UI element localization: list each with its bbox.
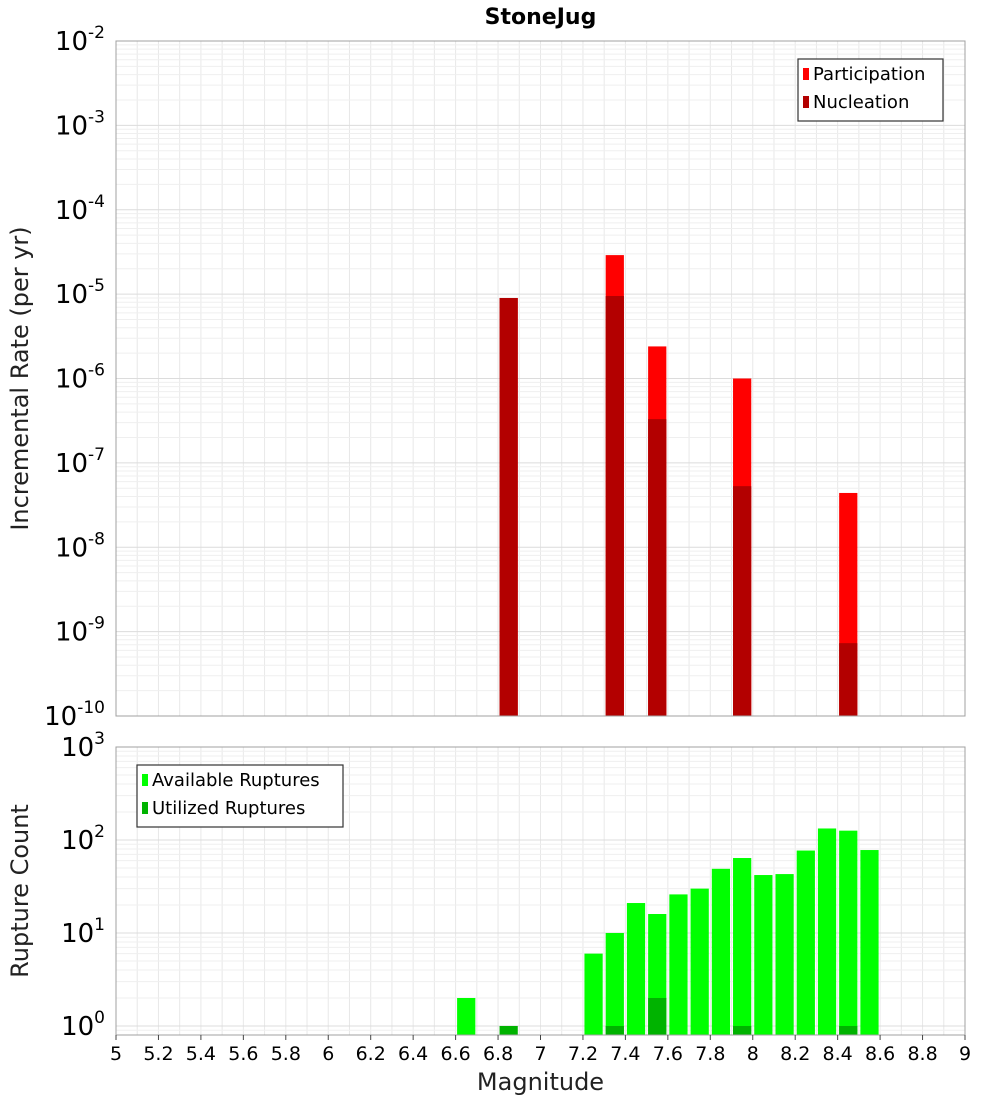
x-tick-label: 7.8 bbox=[695, 1043, 725, 1065]
y-tick-label: 10-4 bbox=[55, 192, 105, 226]
bar-available-ruptures bbox=[733, 858, 752, 1035]
x-tick-label: 7 bbox=[534, 1043, 546, 1065]
x-tick-label: 5.2 bbox=[143, 1043, 173, 1065]
chart-title: StoneJug bbox=[485, 5, 597, 30]
y-axis-title: Rupture Count bbox=[6, 804, 34, 978]
bar-available-ruptures bbox=[690, 888, 709, 1035]
legend-box bbox=[136, 764, 344, 828]
legend-box bbox=[797, 58, 944, 122]
legend: Participation Nucleation bbox=[797, 58, 944, 122]
bar-nucleation bbox=[648, 419, 667, 716]
bar-available-ruptures bbox=[775, 874, 794, 1035]
x-tick-label: 5.6 bbox=[228, 1043, 258, 1065]
x-tick-label: 5.8 bbox=[271, 1043, 301, 1065]
bar-utilized-ruptures bbox=[605, 1025, 624, 1035]
bar-utilized-ruptures bbox=[733, 1025, 752, 1035]
x-tick-label: 7.4 bbox=[610, 1043, 640, 1065]
panel-rupture-count: 100 101 102 103 Rupture Count Available Ruptu… bbox=[6, 729, 971, 1096]
bar-available-ruptures bbox=[860, 850, 879, 1035]
series-available-ruptures bbox=[457, 828, 879, 1035]
y-tick-label: 101 bbox=[61, 915, 105, 949]
x-tick-label: 6 bbox=[322, 1043, 334, 1065]
x-tick-label: 6.8 bbox=[483, 1043, 513, 1065]
bar-available-ruptures bbox=[584, 953, 603, 1035]
bar-available-ruptures bbox=[839, 830, 858, 1035]
y-tick-label: 10-5 bbox=[55, 276, 105, 310]
y-tick-label: 10-3 bbox=[55, 107, 105, 141]
y-tick-label: 10-2 bbox=[55, 23, 105, 57]
x-tick-label: 9 bbox=[959, 1043, 971, 1065]
y-tick-label: 10-6 bbox=[55, 361, 105, 395]
legend-swatch bbox=[803, 96, 809, 108]
bar-nucleation bbox=[499, 297, 518, 716]
x-tick-label: 5 bbox=[110, 1043, 122, 1065]
x-tick-label: 6.2 bbox=[356, 1043, 386, 1065]
bar-available-ruptures bbox=[669, 894, 688, 1035]
bar-utilized-ruptures bbox=[648, 997, 667, 1035]
legend-label: Available Ruptures bbox=[152, 770, 320, 791]
plot-border bbox=[115, 40, 966, 717]
legend: Available Ruptures Utilized Ruptures bbox=[136, 764, 344, 828]
bar-available-ruptures bbox=[626, 903, 646, 1035]
bar-nucleation bbox=[605, 296, 624, 716]
legend-swatch bbox=[803, 68, 809, 80]
bar-available-ruptures bbox=[796, 850, 815, 1035]
x-tick-label: 8.4 bbox=[823, 1043, 853, 1065]
x-tick-label: 8 bbox=[747, 1043, 759, 1065]
y-tick-label: 10-9 bbox=[55, 614, 105, 648]
bar-utilized-ruptures bbox=[839, 1025, 858, 1035]
panel-incremental-rate: 10-10 10-9 10-8 10-7 10-6 10-5 10-4 10-3 10-2 Inc… bbox=[6, 23, 966, 732]
y-tick-label: 102 bbox=[61, 822, 105, 856]
x-tick-label: 6.6 bbox=[440, 1043, 470, 1065]
x-tick-label: 5.4 bbox=[186, 1043, 216, 1065]
y-tick-label: 10-8 bbox=[55, 529, 105, 563]
x-tick-label: 7.6 bbox=[653, 1043, 683, 1065]
bar-available-ruptures bbox=[711, 868, 731, 1035]
legend-swatch bbox=[142, 774, 148, 786]
legend-swatch bbox=[142, 802, 148, 814]
x-tick-label: 8.8 bbox=[907, 1043, 937, 1065]
y-tick-label: 100 bbox=[61, 1008, 105, 1042]
x-axis: 5 5.2 5.4 5.6 5.8 6 6.2 6.4 6.6 6.8 7 7.2 7.4 7.6 7.8 8… bbox=[110, 1035, 971, 1096]
grid bbox=[115, 40, 966, 717]
x-axis-title: Magnitude bbox=[477, 1068, 604, 1096]
bar-nucleation bbox=[839, 643, 858, 716]
series-utilized-ruptures bbox=[499, 997, 858, 1035]
series-nucleation bbox=[499, 296, 858, 716]
y-tick-label: 10-10 bbox=[44, 698, 105, 732]
x-tick-label: 7.2 bbox=[568, 1043, 598, 1065]
x-tick-label: 8.6 bbox=[865, 1043, 895, 1065]
bar-nucleation bbox=[733, 486, 752, 716]
bar-utilized-ruptures bbox=[499, 1025, 518, 1035]
bar-available-ruptures bbox=[754, 875, 773, 1035]
legend-label: Utilized Ruptures bbox=[152, 798, 305, 819]
y-axis-title: Incremental Rate (per yr) bbox=[6, 226, 34, 530]
legend-label: Nucleation bbox=[813, 92, 909, 113]
y-tick-label: 10-7 bbox=[55, 445, 105, 479]
x-tick-label: 6.4 bbox=[398, 1043, 428, 1065]
bar-available-ruptures bbox=[817, 828, 837, 1035]
y-tick-label: 103 bbox=[61, 729, 105, 763]
legend-label: Participation bbox=[813, 64, 925, 85]
bar-available-ruptures bbox=[457, 997, 476, 1035]
bar-available-ruptures bbox=[605, 932, 624, 1035]
x-tick-label: 8.2 bbox=[780, 1043, 810, 1065]
